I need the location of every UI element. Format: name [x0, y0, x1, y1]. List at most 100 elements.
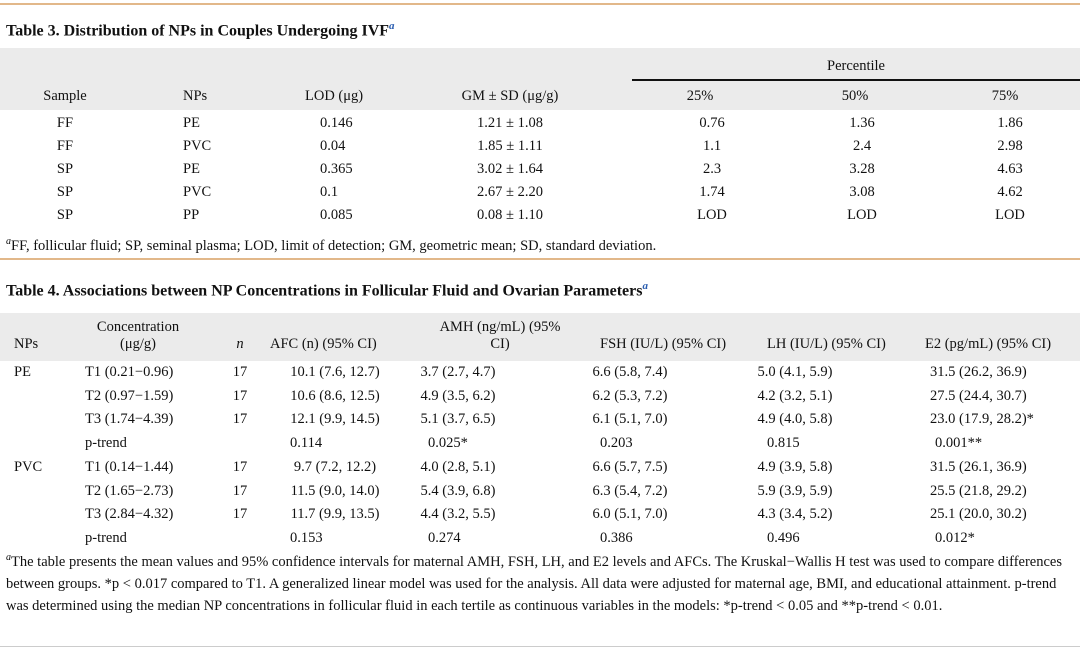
table-cell: 0.012*: [935, 529, 975, 546]
table-cell: PE: [183, 161, 200, 177]
table-cell: T2 (1.65−2.73): [85, 482, 174, 499]
table-cell: LOD: [847, 207, 877, 223]
table-cell: 10.6 (8.6, 12.5): [290, 387, 380, 404]
footnote-marker: a: [389, 20, 395, 32]
footnote-marker: a: [642, 280, 648, 292]
table-cell: 0.04: [320, 138, 346, 154]
table-cell: T1 (0.21−0.96): [85, 364, 174, 380]
table-cell: 31.5 (26.2, 36.9): [930, 364, 1027, 380]
table-cell: 6.6 (5.7, 7.5): [592, 458, 668, 475]
table-cell: 9.7 (7.2, 12.2): [293, 458, 377, 475]
column-header: AMH (ng/mL) (95% CI): [439, 319, 561, 352]
table-cell: 3.7 (2.7, 4.7): [420, 364, 496, 380]
column-header: E2 (pg/mL) (95% CI): [925, 336, 1052, 352]
table-cell: 4.9 (4.0, 5.8): [757, 411, 833, 428]
table-cell: 0.153: [290, 529, 323, 546]
table-cell: 5.4 (3.9, 6.8): [420, 482, 496, 499]
table-cell: 3.08: [849, 184, 875, 200]
table-cell: 1.21 ± 1.08: [477, 115, 543, 131]
column-header: 50%: [841, 88, 869, 104]
percentile-spanner: Percentile: [827, 58, 885, 74]
table-cell: 2.98: [997, 138, 1023, 154]
table-cell: 2.3: [702, 161, 722, 177]
table-cell: 1.74: [699, 184, 725, 200]
table-cell: 4.9 (3.9, 5.8): [757, 458, 833, 475]
table-cell: 6.0 (5.1, 7.0): [592, 506, 668, 523]
table-cell: 0.496: [767, 529, 800, 546]
column-header: n: [236, 336, 244, 352]
table-cell: LOD: [995, 207, 1025, 223]
table-cell: T3 (2.84−4.32): [85, 506, 174, 523]
table-cell: SP: [56, 207, 74, 223]
table4-title: Table 4. Associations between NP Concent…: [6, 280, 648, 300]
table-cell: 1.86: [997, 115, 1023, 131]
table-cell: 4.63: [997, 161, 1023, 177]
column-header: Concentration (μg/g): [96, 319, 180, 352]
column-header: FSH (IU/L) (95% CI): [600, 336, 727, 352]
table-cell: 0.001**: [935, 435, 983, 452]
table-cell: LOD: [697, 207, 727, 223]
table-cell: SP: [56, 184, 74, 200]
table-cell: 0.025*: [428, 435, 468, 452]
table-cell: 17: [232, 364, 248, 380]
table-cell: 17: [232, 411, 248, 428]
table-cell: 11.7 (9.9, 13.5): [290, 506, 380, 523]
top-rule: [0, 3, 1080, 5]
table-cell: 6.6 (5.8, 7.4): [592, 364, 668, 380]
column-header: NPs: [183, 88, 208, 104]
table-cell: PVC: [14, 458, 43, 475]
table-cell: 1.85 ± 1.11: [477, 138, 543, 154]
table-cell: 17: [232, 482, 248, 499]
table-cell: T2 (0.97−1.59): [85, 387, 174, 404]
table-cell: FF: [56, 138, 74, 154]
table-cell: 4.9 (3.5, 6.2): [420, 387, 496, 404]
table-cell: 0.815: [767, 435, 800, 452]
table4-header: [0, 313, 1080, 361]
table-cell: 31.5 (26.1, 36.9): [930, 458, 1027, 475]
table-cell: T3 (1.74−4.39): [85, 411, 174, 428]
table-cell: 1.1: [702, 138, 722, 154]
table-cell: 17: [232, 458, 248, 475]
table-cell: 5.9 (3.9, 5.9): [757, 482, 833, 499]
table-cell: 5.0 (4.1, 5.9): [757, 364, 833, 380]
table-cell: PP: [183, 207, 200, 223]
table-cell: 4.4 (3.2, 5.5): [420, 506, 496, 523]
column-header: 25%: [686, 88, 714, 104]
table-cell: 12.1 (9.9, 14.5): [290, 411, 380, 428]
table-cell: 0.08 ± 1.10: [477, 207, 543, 223]
table-cell: T1 (0.14−1.44): [85, 458, 174, 475]
table-cell: 0.274: [428, 529, 461, 546]
table-cell: FF: [56, 115, 74, 131]
table-cell: 6.1 (5.1, 7.0): [592, 411, 668, 428]
table-cell: 6.3 (5.4, 7.2): [592, 482, 668, 499]
table-cell: SP: [56, 161, 74, 177]
table-cell: 17: [232, 387, 248, 404]
bottom-rule: [0, 646, 1080, 647]
table3-title: Table 3. Distribution of NPs in Couples …: [6, 20, 395, 40]
table-cell: 23.0 (17.9, 28.2)*: [930, 411, 1034, 428]
table-cell: 0.386: [600, 529, 633, 546]
table-cell: 4.62: [997, 184, 1023, 200]
table-cell: 0.365: [320, 161, 353, 177]
table-cell: 2.4: [852, 138, 872, 154]
table-cell: PVC: [183, 184, 212, 200]
table-cell: 4.2 (3.2, 5.1): [757, 387, 833, 404]
column-header: NPs: [14, 336, 39, 352]
table-cell: 0.085: [320, 207, 353, 223]
column-header: 75%: [991, 88, 1019, 104]
table-cell: PE: [14, 364, 31, 380]
table-cell: 0.146: [320, 115, 353, 131]
table-cell: p-trend: [85, 529, 127, 546]
table-cell: 4.0 (2.8, 5.1): [420, 458, 496, 475]
column-header: AFC (n) (95% CI): [270, 336, 377, 352]
table-cell: 25.5 (21.8, 29.2): [930, 482, 1027, 499]
table-cell: 0.76: [699, 115, 725, 131]
table-cell: 17: [232, 506, 248, 523]
table-cell: 0.1: [320, 184, 339, 200]
table-cell: 25.1 (20.0, 30.2): [930, 506, 1027, 523]
table-cell: 6.2 (5.3, 7.2): [592, 387, 668, 404]
table-cell: 27.5 (24.4, 30.7): [930, 387, 1027, 404]
table-cell: 10.1 (7.6, 12.7): [290, 364, 380, 380]
table4-footnote: aThe table presents the mean values and …: [6, 552, 1063, 614]
